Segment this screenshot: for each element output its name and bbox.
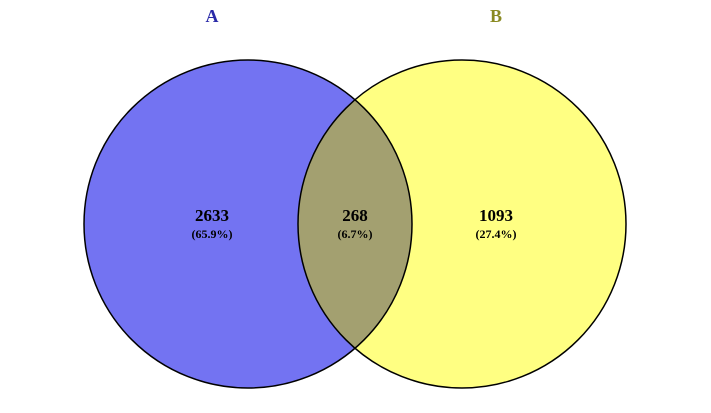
region-percent: (6.7%) bbox=[338, 227, 373, 241]
region-percent: (27.4%) bbox=[476, 227, 517, 241]
set-label: B bbox=[490, 6, 502, 26]
region-count: 268 bbox=[342, 206, 368, 225]
set-outline bbox=[297, 59, 627, 389]
region-count: 1093 bbox=[479, 206, 513, 225]
overlap-region bbox=[298, 60, 412, 388]
set-outline bbox=[83, 59, 413, 389]
set-label: A bbox=[206, 6, 219, 26]
region-count: 2633 bbox=[195, 206, 229, 225]
region-percent: (65.9%) bbox=[192, 227, 233, 241]
